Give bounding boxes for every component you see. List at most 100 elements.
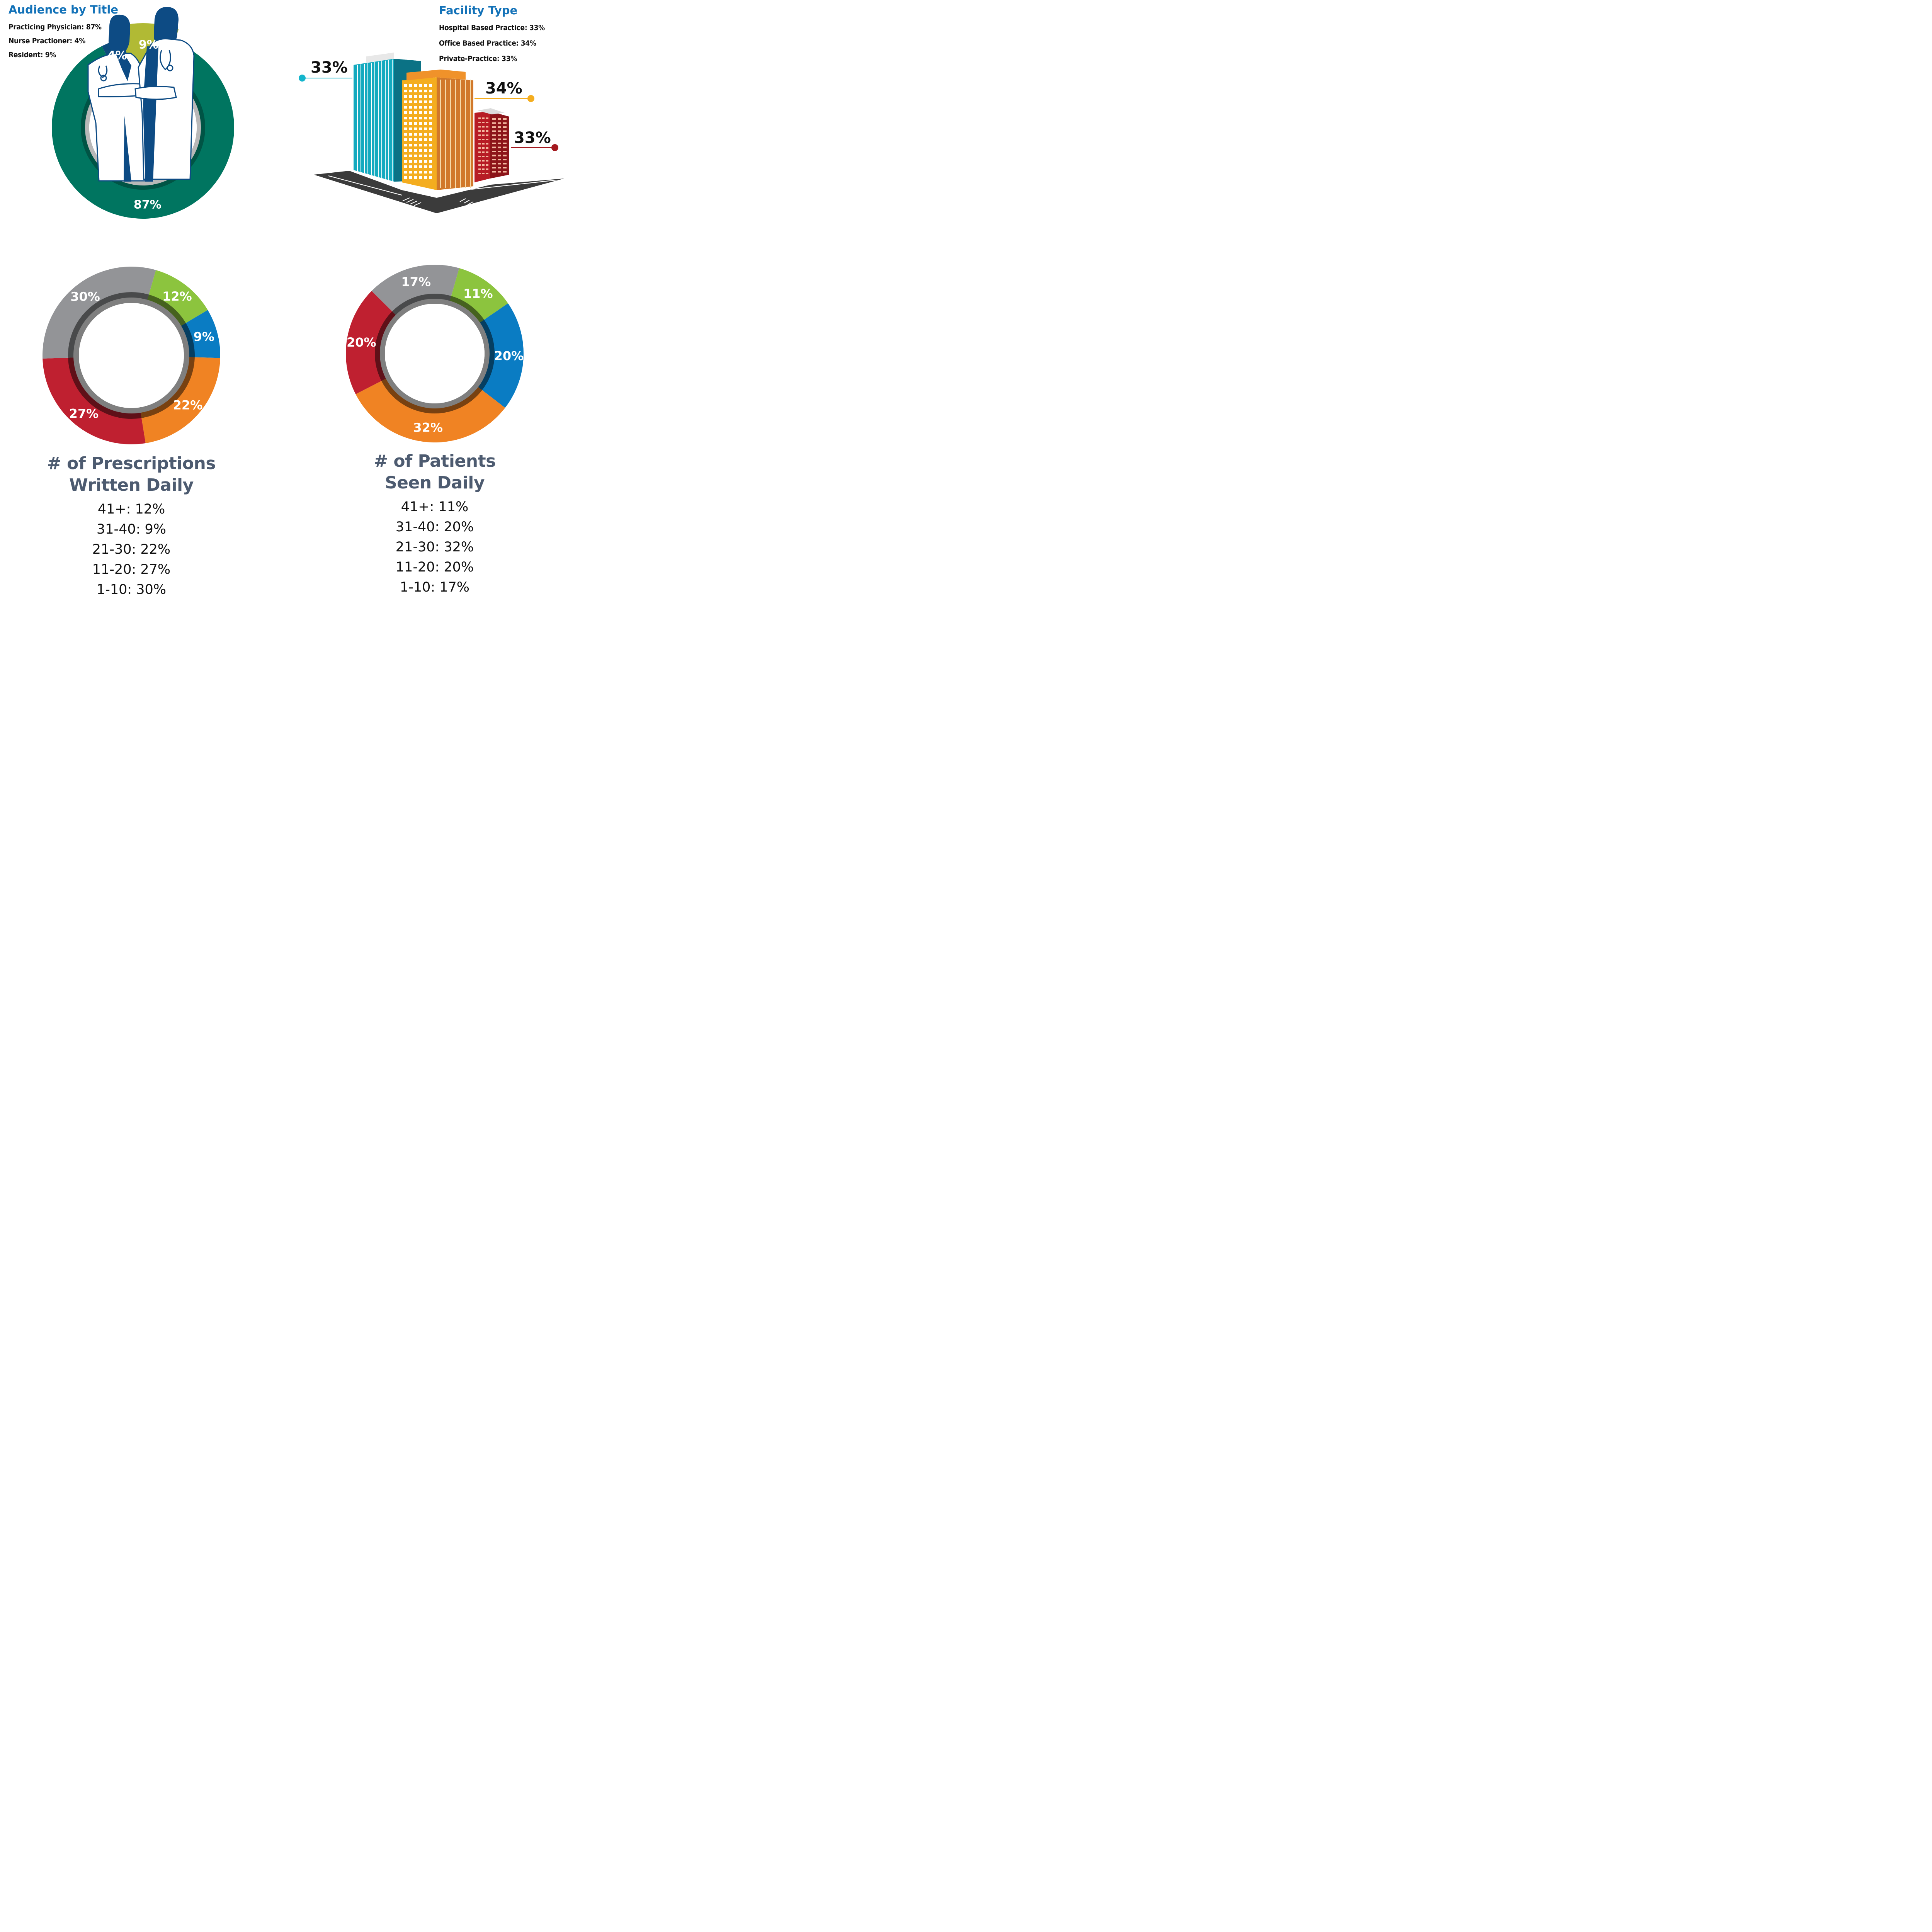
building-window (482, 122, 485, 123)
building-window (404, 165, 407, 168)
building-window (503, 122, 507, 124)
facility-label-hospital: 33% (311, 59, 348, 77)
building-window (404, 155, 407, 157)
building-window (424, 176, 427, 179)
building-window (419, 160, 422, 163)
patients-inner-ring (375, 294, 495, 413)
building-window (404, 144, 407, 146)
building-window (409, 95, 412, 98)
prescriptions-slice-2 (140, 357, 220, 444)
prescriptions-line-11-20: 11-20: 27% (92, 562, 171, 577)
building-window (424, 106, 427, 109)
building-window (498, 134, 501, 136)
prescriptions-title-line1: # of Prescriptions (47, 454, 216, 473)
building-window (486, 173, 488, 174)
building-window (424, 165, 427, 168)
building-window (429, 155, 432, 157)
building-window (404, 100, 407, 103)
building-window (498, 167, 501, 168)
building-window (478, 168, 481, 170)
building-window (486, 130, 488, 132)
building-window (414, 95, 417, 98)
building-window (404, 128, 407, 130)
building-window (482, 147, 485, 149)
building-window (419, 111, 422, 114)
building-window (409, 138, 412, 141)
building-window (414, 155, 417, 157)
audience-legend: Practicing Physician: 87% Nurse Praction… (9, 20, 102, 62)
building-window (492, 155, 496, 156)
building-window (492, 138, 496, 140)
building-window (492, 159, 496, 160)
building-window (486, 122, 488, 123)
building-window (424, 84, 427, 87)
building-window (409, 117, 412, 119)
building-window (419, 95, 422, 98)
building-window (429, 133, 432, 136)
building-window (409, 128, 412, 130)
building-window (419, 100, 422, 103)
patients-line-41plus: 41+: 11% (401, 499, 469, 515)
building-window (409, 133, 412, 136)
building-window (482, 173, 485, 174)
building-window (498, 126, 501, 128)
patients-label-1: 20% (494, 349, 524, 363)
building-window (404, 84, 407, 87)
prescriptions-label-3: 27% (69, 406, 99, 421)
audience-donut-chart: 87% 4% 9% (51, 7, 234, 219)
building-window (409, 90, 412, 92)
patients-line-11-20: 11-20: 20% (395, 560, 474, 575)
building-window (503, 146, 507, 148)
building-window (503, 163, 507, 165)
building-window (404, 138, 407, 141)
prescriptions-line-41plus: 41+: 12% (97, 502, 165, 517)
prescriptions-label-4: 30% (70, 289, 100, 304)
callout-dot-hospital (299, 75, 306, 82)
building-window (419, 128, 422, 130)
building-window (414, 160, 417, 163)
patients-donut-chart: 11% 20% 32% 20% 17% (345, 264, 524, 442)
building-window (424, 149, 427, 152)
building-window (498, 130, 501, 132)
building-window (498, 159, 501, 160)
building-window (419, 171, 422, 173)
facility-buildings-illustration (299, 53, 564, 213)
patients-slice-4 (371, 264, 459, 315)
private-practice-building (474, 108, 509, 182)
building-window (478, 164, 481, 166)
building-window (414, 176, 417, 179)
building-window (409, 176, 412, 179)
building-window (419, 122, 422, 125)
building-window (404, 106, 407, 109)
prescriptions-donut-chart: 12% 9% 22% 27% 30% (42, 266, 220, 444)
building-window (492, 146, 496, 148)
audience-section: Audience by Title (9, 3, 118, 16)
building-window (419, 155, 422, 157)
audience-label-2: 9% (139, 38, 158, 51)
building-window (414, 84, 417, 87)
building-window (478, 134, 481, 136)
building-window (414, 149, 417, 152)
building-window (429, 160, 432, 163)
facility-line-office: Office Based Practice: 34% (439, 39, 536, 48)
audience-line-resident: Resident: 9% (9, 51, 56, 59)
building-window (414, 165, 417, 168)
building-window (429, 95, 432, 98)
building-window (424, 160, 427, 163)
building-window (492, 130, 496, 132)
building-window (429, 111, 432, 114)
building-window (482, 164, 485, 166)
building-window (404, 111, 407, 114)
building-window (498, 163, 501, 165)
building-window (419, 133, 422, 136)
building-window (409, 165, 412, 168)
building-window (498, 122, 501, 124)
building-window (492, 122, 496, 124)
building-window (419, 84, 422, 87)
audience-label-1: 4% (107, 49, 127, 62)
building-window (482, 168, 485, 170)
building-window (482, 160, 485, 162)
audience-line-physician: Practicing Physician: 87% (9, 23, 102, 31)
building-window (478, 122, 481, 123)
building-window (498, 118, 501, 120)
